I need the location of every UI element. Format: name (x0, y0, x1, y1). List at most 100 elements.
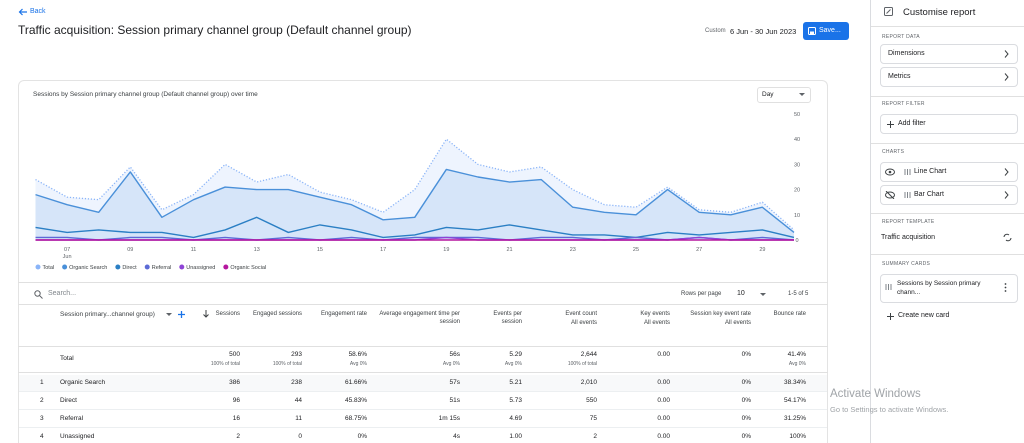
search-icon (34, 290, 43, 299)
legend-swatch (35, 264, 41, 270)
panel-item[interactable]: Create new card (898, 312, 950, 319)
column-header[interactable]: Session primary...channel group) (60, 311, 155, 318)
total-value: 41.4% (787, 351, 806, 358)
column-header[interactable]: Event count (565, 311, 597, 317)
section-heading: REPORT FILTER (882, 101, 925, 107)
row-value: 238 (291, 379, 302, 386)
x-month-label: Jun (63, 254, 72, 260)
total-value: 500 (229, 351, 240, 358)
panel-item[interactable]: Dimensions (888, 50, 925, 57)
row-value: 5.73 (509, 397, 522, 404)
visibility-icon[interactable] (885, 168, 895, 176)
row-value: 54.17% (783, 397, 806, 404)
panel-item[interactable]: Bar Chart (914, 191, 944, 198)
row-value: 31.25% (783, 415, 806, 422)
row-number: 2 (40, 397, 44, 404)
column-filter[interactable]: All events (643, 320, 670, 326)
bar-chart-row[interactable] (880, 185, 1018, 205)
more-icon[interactable] (1004, 283, 1007, 292)
panel-item[interactable]: Sessions by Session primary chann... (897, 280, 981, 296)
save-button[interactable] (803, 22, 849, 40)
panel-item[interactable]: Line Chart (914, 168, 947, 175)
column-filter[interactable]: All events (570, 320, 597, 326)
legend-swatch (223, 264, 229, 270)
add-filter-row[interactable] (880, 114, 1018, 134)
drag-icon (885, 284, 892, 290)
column-header[interactable]: Engaged sessions (252, 311, 302, 317)
row-value: 386 (229, 379, 240, 386)
rows-per-page-label: Rows per page (681, 291, 722, 297)
legend-swatch (144, 264, 150, 270)
column-header[interactable]: Sessions (215, 311, 240, 317)
rows-per-page-value[interactable]: 10 (737, 290, 745, 297)
column-header[interactable]: Events per session (493, 311, 522, 325)
legend-label: Direct (122, 265, 137, 271)
x-tick-label: 25 (633, 247, 639, 253)
dimension-dropdown-arrow[interactable] (166, 313, 172, 317)
column-header[interactable]: Key events (640, 311, 670, 317)
back-link[interactable]: Back (30, 8, 46, 15)
row-value: 0% (741, 433, 751, 440)
row-value: 45.83% (344, 397, 367, 404)
section-heading: SUMMARY CARDS (882, 261, 931, 267)
chevron-icon (1004, 73, 1009, 81)
row-value: 2,010 (580, 379, 597, 386)
x-tick-label: 17 (380, 247, 386, 253)
row-value: 1m 15s (438, 415, 460, 422)
date-range[interactable]: 6 Jun - 30 Jun 2023 (730, 27, 797, 36)
column-header[interactable]: Session key event rate (690, 311, 751, 317)
row-dimension: Referral (60, 415, 84, 422)
legend-swatch (62, 264, 68, 270)
row-value: 44 (294, 397, 302, 404)
panel-item[interactable]: Add filter (898, 120, 926, 127)
row-value: 0% (741, 397, 751, 404)
column-filter[interactable]: All events (724, 320, 751, 326)
row-value: 0 (298, 433, 302, 440)
save-label[interactable]: Save... (819, 27, 841, 34)
x-tick-label: 19 (443, 247, 449, 253)
add-dimension-icon[interactable] (178, 311, 185, 318)
row-value: 38.34% (783, 379, 806, 386)
x-tick-label: 21 (507, 247, 513, 253)
chevron-icon (1004, 168, 1009, 176)
search-input[interactable]: Search... (48, 290, 77, 297)
dimensions-row[interactable] (880, 44, 1018, 64)
total-value: 5.29 (509, 351, 522, 358)
interval-dropdown[interactable] (757, 87, 811, 103)
panel-item[interactable]: Metrics (888, 73, 911, 80)
legend-swatch (179, 264, 185, 270)
date-prefix: Custom (705, 28, 726, 34)
table-row (19, 393, 827, 410)
metrics-row[interactable] (880, 67, 1018, 87)
row-number: 1 (40, 379, 44, 386)
interval-label[interactable]: Day (762, 91, 774, 98)
x-tick-label: 15 (317, 247, 323, 253)
section-heading: REPORT TEMPLATE (882, 219, 935, 225)
row-dimension: Direct (60, 397, 77, 404)
row-value: 0.00 (657, 415, 670, 422)
report-card (18, 80, 828, 443)
column-header[interactable]: Bounce rate (773, 311, 806, 317)
back-arrow-icon[interactable] (18, 8, 28, 16)
legend-label: Total (43, 265, 55, 271)
watermark-text: Go to Settings to activate Windows. (830, 405, 949, 414)
divider (18, 304, 828, 305)
x-tick-label: 07 (64, 247, 70, 253)
column-header[interactable]: Engagement rate (320, 311, 367, 317)
column-header[interactable]: Average engagement time per session (379, 311, 460, 325)
total-label: Total (60, 355, 74, 362)
pagination: 1-5 of 5 (788, 291, 809, 297)
sort-arrow-icon (203, 310, 209, 318)
unlink-icon[interactable] (1003, 233, 1012, 242)
row-value: 0.00 (657, 379, 670, 386)
template-name: Traffic acquisition (881, 234, 936, 241)
visibility-off-icon[interactable] (885, 191, 895, 199)
total-value: 293 (291, 351, 302, 358)
divider (871, 143, 1024, 144)
line-chart-row[interactable] (880, 162, 1018, 182)
summary-card-row[interactable] (880, 274, 1018, 303)
row-dimension: Unassigned (60, 433, 95, 440)
